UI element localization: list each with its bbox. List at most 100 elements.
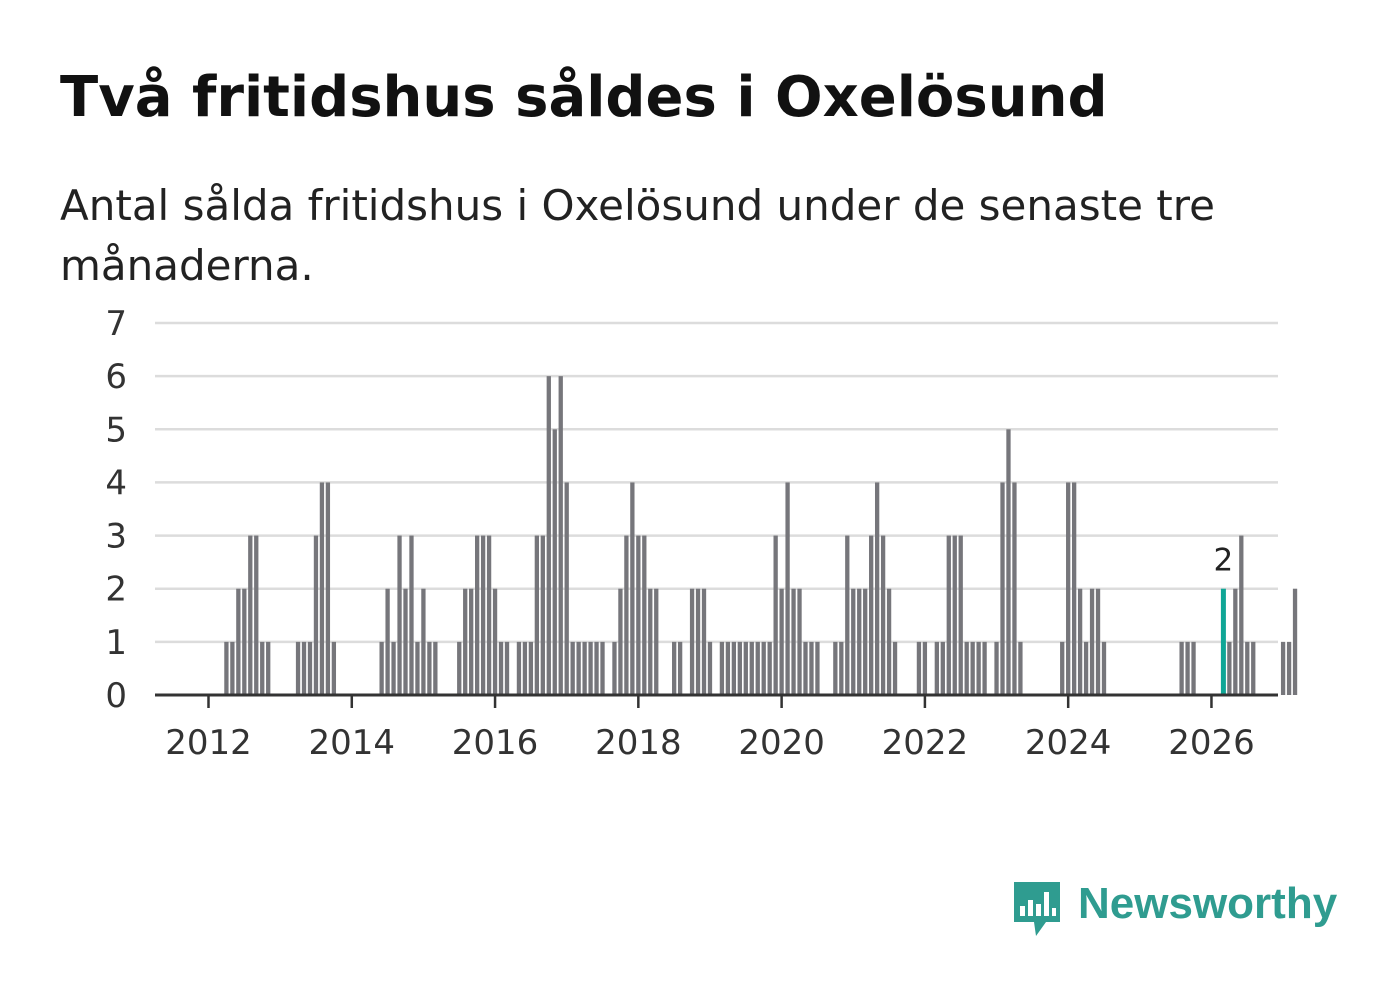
bar [242,588,247,695]
bar [260,641,265,695]
bar [797,588,802,695]
bar [695,588,701,695]
bar [618,588,623,695]
bar [498,641,504,695]
bar [379,641,384,695]
bar [672,641,677,695]
bar [433,641,438,695]
newsworthy-logo [1010,878,1330,942]
bar [689,588,695,695]
bar [761,641,766,695]
bar [301,641,307,695]
bar [1239,535,1244,695]
bar [600,641,605,695]
newsworthy-logo-icon [1014,882,1060,936]
brand-name: Newsworthy [1078,879,1338,928]
y-tick-label: 0 [105,676,127,716]
bar [319,482,325,695]
bar [582,641,587,695]
bar [409,535,414,695]
bar [1060,641,1065,695]
y-tick-label: 6 [105,357,127,397]
bar [254,535,259,695]
bar [743,641,748,695]
bar [1089,588,1095,695]
bar [1095,588,1101,695]
bar [313,535,319,695]
bar [815,641,820,695]
x-tick-label: 2024 [1025,723,1112,763]
bar [427,641,432,695]
bar [552,429,557,695]
bar [731,641,737,695]
bar [224,641,229,695]
bar [767,641,772,695]
bar [1077,588,1083,695]
bar [1083,641,1089,695]
bar [1233,588,1238,695]
y-tick-label: 5 [105,410,127,450]
bar [791,588,796,695]
x-tick-label: 2016 [452,723,539,763]
bar [516,641,522,695]
bar [594,641,599,695]
bar [1292,588,1298,695]
x-tick-label: 2012 [165,723,252,763]
bar [504,641,510,695]
chart-title: Två fritidshus såldes i Oxelösund [60,65,1108,130]
bar [785,482,790,695]
bar [540,535,545,695]
bar [922,641,928,695]
bar [534,535,539,695]
bar [940,641,945,695]
bar [677,641,683,695]
bar [803,641,808,695]
bar [749,641,754,695]
x-tick-label: 2020 [738,723,825,763]
bar [331,641,337,695]
bars [224,376,1298,695]
bar [874,482,880,695]
bar [463,588,468,695]
bar [236,588,241,695]
x-tick-label: 2026 [1168,723,1255,763]
bar [295,641,301,695]
bar [857,588,862,695]
bar [970,641,975,695]
bar [755,641,760,695]
bar [707,641,713,695]
bar [851,588,856,695]
bar [654,588,659,695]
bar [1286,641,1292,695]
bar [248,535,253,695]
bar [403,588,408,695]
bar [576,641,581,695]
bar [934,641,939,695]
bar [1000,482,1005,695]
bar [624,535,629,695]
bar [391,641,396,695]
bar [385,588,390,695]
bar [636,535,641,695]
bar [325,482,331,695]
bar [1251,641,1256,695]
y-tick-label: 7 [105,304,127,344]
bar [558,376,563,695]
bar [630,482,635,695]
bar [307,641,313,695]
x-tick-label: 2022 [882,723,969,763]
bar [1018,641,1023,695]
bar [809,641,814,695]
bar [642,535,647,695]
bar [528,641,534,695]
bar [480,535,486,695]
bar [952,535,957,695]
bar [839,641,844,695]
bar [588,641,593,695]
bar [1072,482,1077,695]
bar [737,641,742,695]
axes [155,693,1278,708]
bar [415,641,420,695]
bar [469,588,474,695]
x-tick-label: 2018 [595,723,682,763]
